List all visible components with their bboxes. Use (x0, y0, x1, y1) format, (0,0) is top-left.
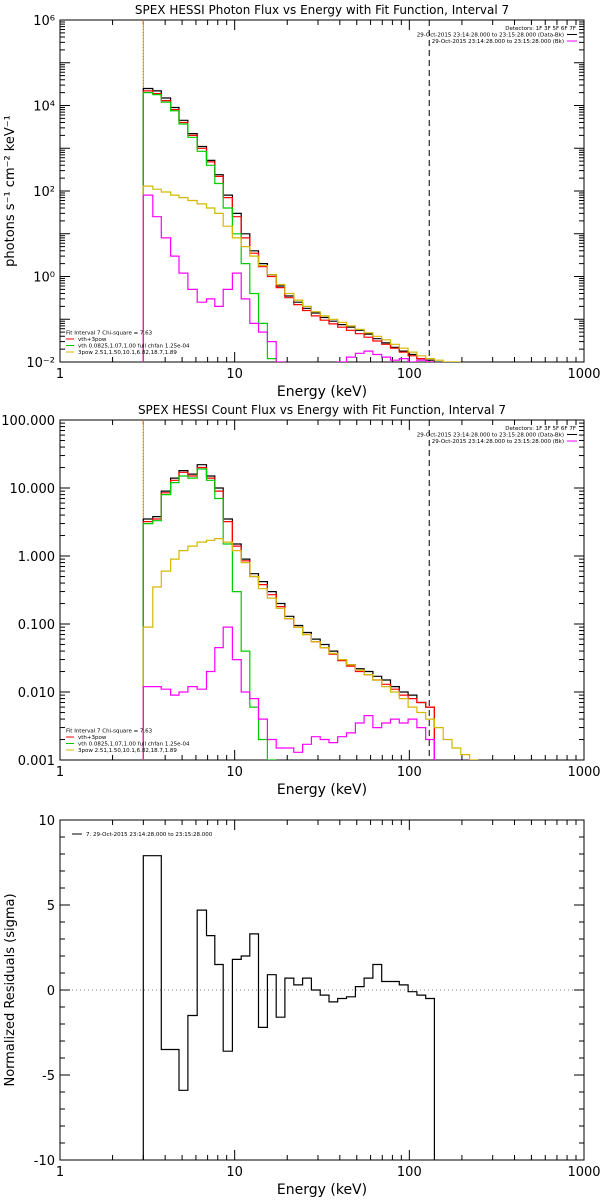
plot-frame (59, 19, 585, 363)
legend-entry: 29-Oct-2015 23:14:28.000 to 23:15:28.000… (417, 433, 564, 439)
series-line (142, 538, 479, 760)
legend-header: Fit Interval 7 Chi-square = 7.63 (66, 331, 153, 337)
legend-entry: 3pow 2.51,1.50,10.1,6.82,18.7,1.89 (78, 350, 177, 356)
legend-header: Detectors: 1F 3F 5F 6F 7F (505, 26, 576, 32)
y-tick-label: 10⁰ (33, 271, 55, 286)
series-line (142, 466, 435, 760)
legend-entry: 29-Oct-2015 23:14:28.000 to 23:15:28.000… (417, 33, 564, 39)
x-tick-label: 100 (397, 367, 422, 382)
x-axis-label: Energy (keV) (277, 1182, 367, 1198)
legend-entry: 29-Oct-2015 23:14:28.000 to 23:15:28.000… (432, 439, 564, 445)
y-tick-label: 0.001 (18, 754, 55, 769)
chart-title: SPEX HESSI Photon Flux vs Energy with Fi… (135, 3, 509, 17)
y-tick-label: 10 (38, 814, 55, 829)
series-line (142, 185, 461, 362)
series-line (142, 92, 286, 362)
legend-entry: 29-Oct-2015 23:14:28.000 to 23:15:28.000… (432, 39, 564, 45)
legend-entry: vth+3pow (78, 337, 107, 343)
x-tick-label: 1 (56, 367, 64, 382)
series-line (142, 90, 435, 362)
chart-title: SPEX HESSI Count Flux vs Energy with Fit… (138, 403, 506, 417)
count-flux-panel: 1 10 100 1000 Energy (keV) 0.001 0.010 0.100 1.0… (1, 403, 600, 798)
legend-entry: 7. 29-Oct-2015 23:14:28.000 to 23:15:28.… (86, 832, 213, 838)
series-line (142, 464, 435, 760)
series-line (142, 87, 435, 362)
legend-entry: 3pow 2.51,1.50,10.1,6.82,18.7,1.89 (78, 748, 177, 754)
y-axis-label: photons s⁻¹ cm⁻² keV⁻¹ (3, 115, 18, 267)
x-axis-label: Energy (keV) (277, 384, 367, 400)
plot-frame (59, 819, 585, 1161)
x-tick-label: 1000 (567, 1165, 600, 1180)
legend-entry: vth 0.0825,1.07,1.00 full chfan 1.25e-04 (78, 344, 190, 350)
x-tick-label: 10 (226, 1165, 243, 1180)
x-tick-label: 1000 (567, 367, 600, 382)
x-tick-label: 10 (226, 367, 243, 382)
series-line (142, 194, 435, 362)
legend-header: Detectors: 1F 3F 5F 6F 7F (505, 426, 576, 432)
y-tick-label: 10⁶ (33, 14, 55, 29)
y-tick-label: 0 (47, 984, 55, 999)
x-tick-label: 1000 (567, 765, 600, 780)
y-tick-label: 0.010 (18, 686, 55, 701)
y-tick-label: 0.100 (18, 618, 55, 633)
y-tick-label: -5 (42, 1069, 55, 1084)
residuals-panel: 1 10 100 1000 Energy (keV) -10 -5 0 5 10 Normalize… (3, 814, 600, 1198)
series-line (142, 468, 277, 760)
legend-header: Fit Interval 7 Chi-square = 7.63 (66, 729, 153, 735)
x-tick-label: 100 (397, 765, 422, 780)
series-line (142, 626, 435, 760)
legend-entry: vth 0.0825,1.07,1.00 full chfan 1.25e-04 (78, 742, 190, 748)
plot-frame (59, 419, 585, 761)
x-axis-label: Energy (keV) (277, 782, 367, 798)
y-tick-label: 10⁻² (26, 356, 55, 371)
y-tick-label: 1.000 (18, 550, 55, 565)
x-tick-label: 100 (397, 1165, 422, 1180)
legend-entry: vth+3pow (78, 735, 107, 741)
x-tick-label: 1 (56, 1165, 64, 1180)
photon-flux-panel: 1 10 100 1000 Energy (keV) 10⁻² 10⁰ 10² 10⁴ 10⁶ ph… (3, 3, 600, 400)
x-tick-label: 10 (226, 765, 243, 780)
y-tick-label: -10 (34, 1154, 55, 1169)
series-line (142, 855, 435, 1160)
y-tick-label: 10² (33, 185, 55, 200)
y-tick-label: 100.000 (1, 414, 55, 429)
y-tick-label: 5 (47, 899, 55, 914)
y-tick-label: 10⁴ (33, 100, 55, 115)
y-axis-label: Normalized Residuals (sigma) (3, 893, 18, 1086)
y-tick-label: 10.000 (10, 482, 56, 497)
x-tick-label: 1 (56, 765, 64, 780)
